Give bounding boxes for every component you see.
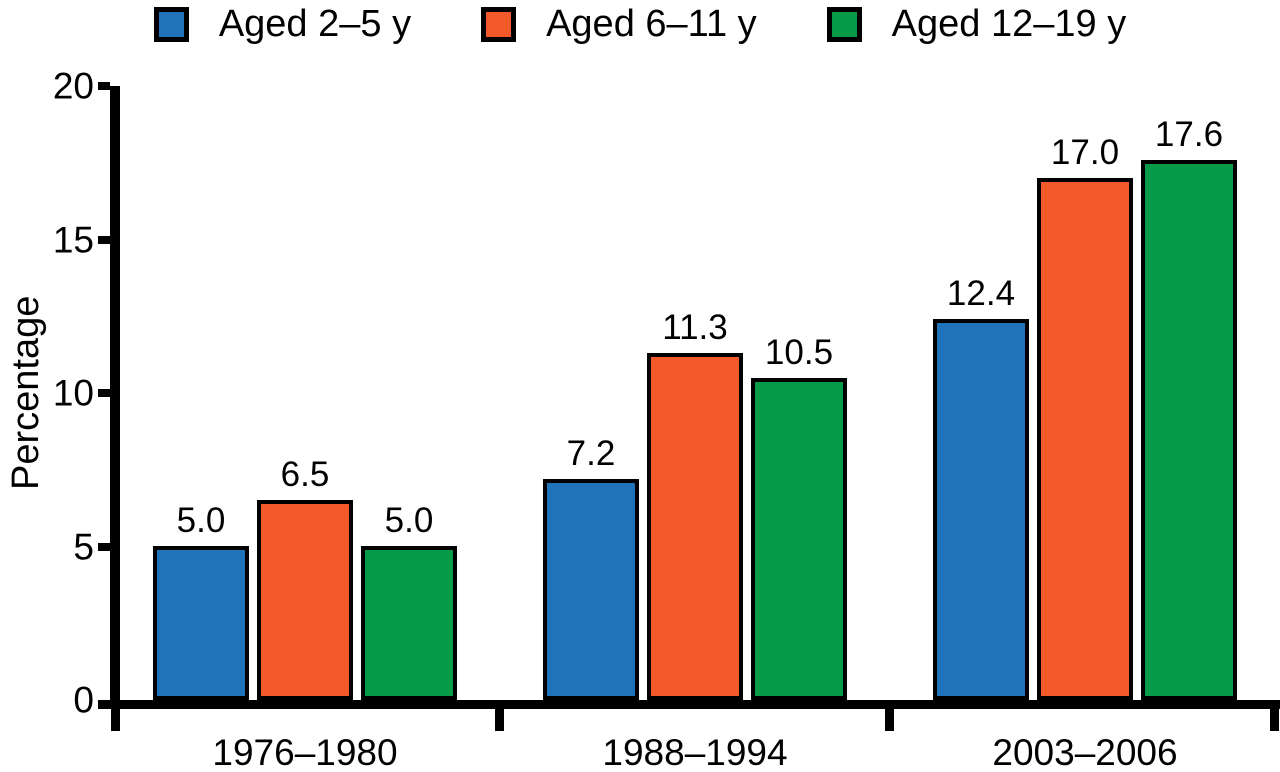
y-tick-mark [98,82,110,90]
x-tick-mark [885,700,895,731]
bar-value-label: 7.2 [566,434,616,473]
bar-value-label: 17.6 [1154,115,1224,154]
bar-with-label: 12.4 [932,274,1029,700]
bar-with-label: 17.6 [1140,115,1237,700]
bar-with-label: 11.3 [646,308,743,700]
bar [256,500,353,700]
legend-swatch-icon [826,6,862,42]
y-axis-line [110,86,120,709]
y-axis-tick-labels: 0 5 10 15 20 [0,68,96,719]
bar-with-label: 6.5 [256,455,353,700]
bar-value-label: 5.0 [384,501,434,540]
legend-label: Aged 2–5 y [218,3,412,45]
x-axis-line [98,700,1280,709]
x-tick-mark [110,700,120,731]
bar-value-label: 17.0 [1050,133,1120,172]
x-tick-mark [1270,700,1279,731]
legend-swatch-icon [153,6,189,42]
bar-with-label: 7.2 [542,434,639,700]
x-axis-category-labels: 1976–1980 1988–1994 2003–2006 [110,733,1280,772]
bar-group: 5.0 6.5 5.0 [110,86,500,700]
bar-value-label: 10.5 [764,333,834,372]
legend-item: Aged 12–19 y [826,3,1127,45]
bar-value-label: 5.0 [176,501,226,540]
bar [646,353,743,700]
bar [932,319,1029,700]
x-category-label: 2003–2006 [992,732,1178,772]
legend-item: Aged 6–11 y [481,5,757,43]
y-tick-label: 10 [52,372,94,414]
y-tick-mark [98,389,110,397]
legend-item: Aged 2–5 y [153,3,412,45]
legend-swatch-icon [481,6,517,42]
y-tick-label: 15 [52,219,94,260]
bar-with-label: 17.0 [1036,133,1133,700]
chart-legend: Aged 2–5 y Aged 6–11 y Aged 12–19 y [0,0,1280,48]
y-tick-label: 5 [73,526,94,567]
bar [750,378,847,700]
y-tick-label: 20 [52,65,94,107]
x-category-label: 1988–1994 [602,732,788,772]
bar [1036,178,1133,700]
plot-area: 5.0 6.5 5.0 7.2 11.3 10.5 12.4 17.0 17.6 [98,82,1280,731]
bar-value-label: 12.4 [946,274,1016,313]
bar [542,479,639,700]
bar-with-label: 10.5 [750,333,847,700]
bar [1140,160,1237,700]
y-tick-mark [98,235,110,244]
x-tick-mark [495,700,505,731]
legend-label: Aged 12–19 y [891,3,1127,45]
legend-label: Aged 6–11 y [546,3,757,45]
bar-with-label: 5.0 [152,501,249,700]
bar-value-label: 6.5 [280,455,330,494]
bar [152,546,249,700]
bar-value-label: 11.3 [662,308,728,347]
bar [360,546,457,700]
bar-with-label: 5.0 [360,501,457,700]
bar-group: 7.2 11.3 10.5 [500,86,890,700]
y-tick-label: 0 [73,679,94,721]
y-tick-mark [98,542,110,551]
bar-group: 12.4 17.0 17.6 [890,86,1280,700]
x-category-label: 1976–1980 [212,732,398,772]
